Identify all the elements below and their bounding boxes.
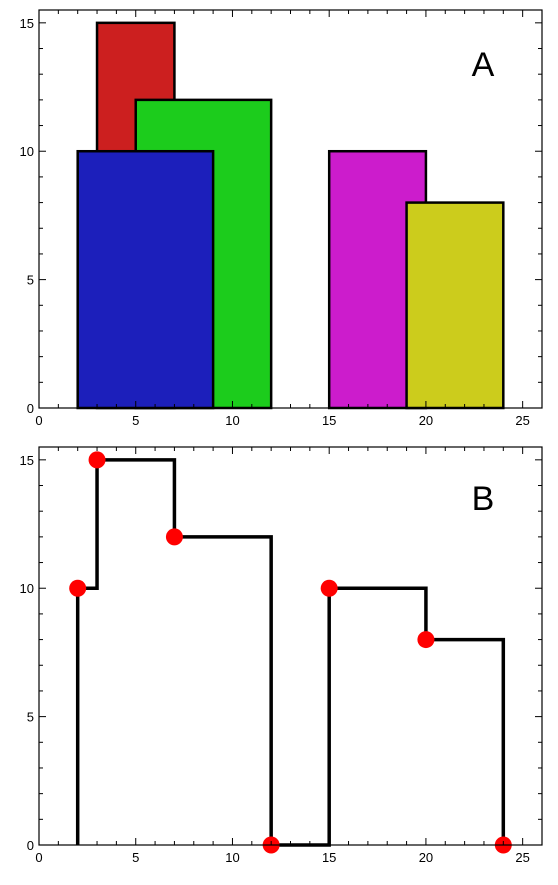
y-tick-label: 0 [27, 401, 34, 416]
x-tick-label: 15 [322, 850, 336, 865]
plot-area-b [39, 447, 542, 845]
y-tick-label: 5 [27, 273, 34, 288]
x-tick-label: 10 [225, 850, 239, 865]
skyline-point-2 [88, 451, 106, 469]
y-tick-label: 10 [20, 581, 34, 596]
x-tick-label: 20 [419, 413, 433, 428]
y-tick-label: 5 [27, 710, 34, 725]
skyline-point-6 [417, 631, 435, 649]
panel-b-skyline: 0 5 10 15 20 25 0 5 10 15 B [20, 446, 543, 865]
y-tick-label: 15 [20, 16, 34, 31]
x-tick-label: 5 [132, 850, 139, 865]
panel-label-b: B [472, 480, 495, 518]
skyline-point-5 [320, 579, 338, 597]
x-tick-label: 0 [35, 850, 42, 865]
x-tick-label: 25 [515, 413, 529, 428]
x-tick-label: 25 [515, 850, 529, 865]
y-tick-label: 15 [20, 453, 34, 468]
skyline-point-1 [69, 579, 87, 597]
y-tick-label: 0 [27, 838, 34, 853]
skyline-line [75, 458, 506, 847]
x-tick-label: 20 [419, 850, 433, 865]
building-3 [76, 149, 215, 410]
panel-a-buildings: 0 5 10 15 20 25 0 5 10 15 A [20, 9, 543, 428]
x-tick-label: 5 [132, 413, 139, 428]
panel-label-a: A [472, 46, 495, 84]
building-5 [405, 201, 505, 410]
x-tick-label: 0 [35, 413, 42, 428]
x-tick-label: 10 [225, 413, 239, 428]
x-tick-label: 15 [322, 413, 336, 428]
skyline-point-3 [165, 528, 183, 546]
y-tick-label: 10 [20, 144, 34, 159]
